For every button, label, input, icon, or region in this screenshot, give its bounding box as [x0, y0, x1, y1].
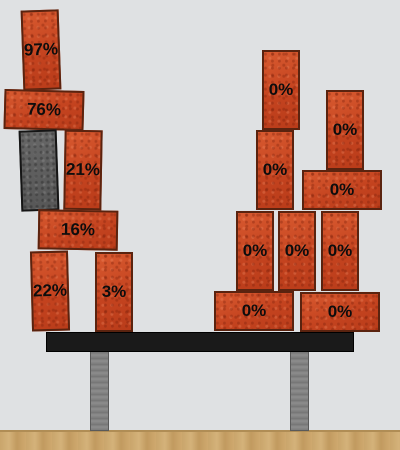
brick-label: 0% — [241, 301, 267, 320]
table-top — [46, 332, 354, 352]
table-leg-right — [290, 351, 309, 431]
brick-97[interactable]: 97% — [20, 9, 62, 91]
brick-3[interactable]: 3% — [95, 252, 133, 332]
brick-0[interactable]: 0% — [326, 90, 364, 170]
brick-0[interactable]: 0% — [278, 211, 316, 291]
table-leg-left — [90, 351, 109, 431]
stone-block[interactable] — [18, 129, 60, 212]
brick-label: 0% — [268, 80, 294, 99]
brick-label: 97% — [23, 39, 59, 60]
brick-label: 0% — [329, 180, 355, 199]
ground — [0, 430, 400, 450]
brick-22[interactable]: 22% — [29, 250, 71, 332]
brick-label: 3% — [101, 282, 127, 301]
brick-0[interactable]: 0% — [236, 211, 274, 291]
brick-0[interactable]: 0% — [214, 291, 294, 331]
brick-0[interactable]: 0% — [321, 211, 359, 291]
brick-label: 0% — [327, 302, 353, 321]
brick-0[interactable]: 0% — [256, 130, 294, 210]
brick-label: 16% — [60, 219, 96, 240]
brick-16[interactable]: 16% — [37, 209, 119, 251]
brick-label: 0% — [284, 241, 310, 260]
brick-21[interactable]: 21% — [63, 129, 103, 211]
brick-76[interactable]: 76% — [3, 88, 85, 132]
brick-0[interactable]: 0% — [262, 50, 300, 130]
brick-0[interactable]: 0% — [302, 170, 382, 210]
brick-0[interactable]: 0% — [300, 292, 380, 332]
brick-label: 0% — [327, 241, 353, 260]
brick-label: 0% — [262, 160, 288, 179]
brick-label: 0% — [332, 120, 358, 139]
brick-label: 0% — [242, 241, 268, 260]
brick-label: 22% — [32, 280, 68, 301]
brick-label: 21% — [65, 159, 101, 180]
brick-label: 76% — [26, 99, 62, 120]
